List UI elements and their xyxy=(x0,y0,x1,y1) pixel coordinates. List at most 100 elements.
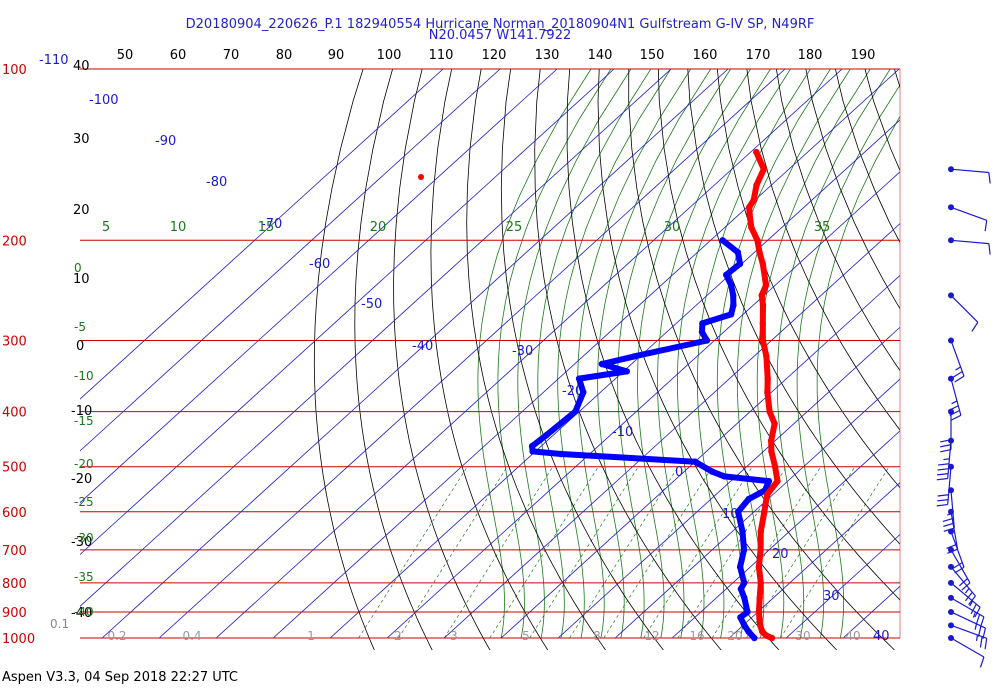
isotherm-label: 40 xyxy=(873,629,890,644)
dewpoint-profile-point xyxy=(737,614,744,621)
dewpoint-profile-point xyxy=(745,628,752,635)
left-temperature-label: 30 xyxy=(73,132,90,147)
moist-adiabat-left-label: 0 xyxy=(74,261,82,275)
moist-adiabat-label: 25 xyxy=(506,220,523,235)
dewpoint-profile-point xyxy=(557,450,565,458)
dewpoint-profile-point xyxy=(739,528,746,535)
dry-adiabat-line xyxy=(834,69,900,244)
dewpoint-profile-point xyxy=(631,353,638,360)
temperature-profile-point xyxy=(754,237,761,244)
dewpoint-profile-point xyxy=(765,477,773,485)
temperature-profile-point xyxy=(753,181,760,189)
moist-adiabat-line xyxy=(597,69,712,639)
dewpoint-profile-line xyxy=(529,237,772,641)
moist-adiabat-line xyxy=(696,69,811,639)
dewpoint-profile-point xyxy=(741,594,748,601)
temperature-profile-point xyxy=(759,320,766,327)
theta-label: 140 xyxy=(588,48,613,63)
dewpoint-profile-point xyxy=(730,292,737,299)
isotherm-label: -100 xyxy=(89,93,119,108)
mixing-ratio-line xyxy=(569,466,679,639)
moist-adiabat-label: 35 xyxy=(814,220,831,235)
mixing-ratio-line xyxy=(489,466,599,639)
dewpoint-profile-point xyxy=(736,260,744,267)
dry-adiabat-line xyxy=(354,69,433,650)
dry-adiabat-line xyxy=(534,69,722,650)
theta-label: 130 xyxy=(535,48,560,63)
dry-adiabat-line xyxy=(972,43,1000,650)
wind-barb xyxy=(948,563,976,606)
dry-adiabat-line xyxy=(944,43,1000,650)
left-temperature-label: 40 xyxy=(73,59,90,74)
isotherm-line xyxy=(671,430,900,639)
pressure-label: 400 xyxy=(2,406,27,421)
isotherm-line xyxy=(386,171,900,639)
dry-adiabat-line xyxy=(657,69,900,601)
temperature-profile-point xyxy=(768,448,775,455)
moist-adiabat-left-label: -40 xyxy=(74,605,94,619)
temperature-profile-point xyxy=(757,528,764,535)
temperature-profile-point xyxy=(763,491,771,498)
isotherm-label: -30 xyxy=(512,344,533,359)
dewpoint-profile-point xyxy=(741,622,748,629)
moist-adiabat-label: 5 xyxy=(102,220,110,235)
moist-adiabat-label: 20 xyxy=(370,220,387,235)
pressure-label: 700 xyxy=(2,544,27,559)
isotherm-label: 20 xyxy=(772,547,789,562)
wind-barb xyxy=(948,622,988,650)
chart-subtitle: N20.0457 W141.7922 xyxy=(428,28,572,43)
isotherm-line xyxy=(957,69,1000,638)
isotherm-line xyxy=(500,274,900,639)
mixing-ratio-label: 1 xyxy=(307,629,315,643)
temperature-profile-point xyxy=(764,389,771,396)
temperature-profile-point xyxy=(771,420,778,427)
temperature-profile-point xyxy=(418,174,424,180)
isotherm-line xyxy=(842,585,900,639)
dewpoint-profile-point xyxy=(721,473,728,480)
dry-adiabat-line xyxy=(393,69,491,650)
temperature-profile-point xyxy=(771,463,779,470)
pressure-label: 900 xyxy=(2,606,27,621)
dry-adiabat-line xyxy=(687,69,900,545)
isotherm-line xyxy=(80,69,615,556)
dry-adiabat-line xyxy=(775,69,900,372)
dewpoint-profile-point xyxy=(623,368,630,375)
mixing-ratio-line xyxy=(711,466,821,639)
moist-adiabat-line xyxy=(557,69,672,639)
dry-adiabat-line xyxy=(500,69,664,650)
plot-area xyxy=(80,43,1000,650)
pressure-label: 500 xyxy=(2,461,27,476)
temperature-profile-point xyxy=(753,148,760,156)
isotherm-label: 10 xyxy=(722,507,739,522)
temperature-profile-point xyxy=(762,282,770,289)
dewpoint-profile-point xyxy=(698,328,706,336)
temperature-profile-point xyxy=(759,628,766,635)
temperature-profile-point xyxy=(759,260,766,267)
theta-label: 120 xyxy=(482,48,507,63)
moist-adiabat-label: 30 xyxy=(664,220,681,235)
dewpoint-profile-point xyxy=(699,320,706,327)
moist-adiabat-line xyxy=(657,69,771,639)
mixing-ratio-label: 8 xyxy=(593,629,601,643)
dewpoint-profile-point xyxy=(734,249,742,256)
isotherm-label: -20 xyxy=(562,384,583,399)
moist-adiabat-left-label: -35 xyxy=(74,570,94,584)
dry-adiabat-line xyxy=(466,69,606,650)
theta-label: 150 xyxy=(640,48,665,63)
moist-adiabat-left-label: -10 xyxy=(74,369,94,383)
moist-adiabat-line xyxy=(776,69,891,639)
isotherm-line xyxy=(158,69,786,639)
temperature-profile-point xyxy=(755,608,763,616)
wind-barb xyxy=(948,608,987,639)
moist-adiabat-line xyxy=(477,69,592,639)
mixing-ratio-label: 3 xyxy=(450,629,458,643)
pressure-label: 300 xyxy=(2,334,27,349)
moist-adiabat-line xyxy=(676,69,791,639)
wind-barb xyxy=(948,204,988,232)
wind-barb xyxy=(948,579,981,618)
mixing-ratio-label: 0.2 xyxy=(107,629,126,643)
isotherm-label: -40 xyxy=(412,339,433,354)
temperature-profile-point xyxy=(756,594,763,601)
theta-label: 160 xyxy=(693,48,718,63)
